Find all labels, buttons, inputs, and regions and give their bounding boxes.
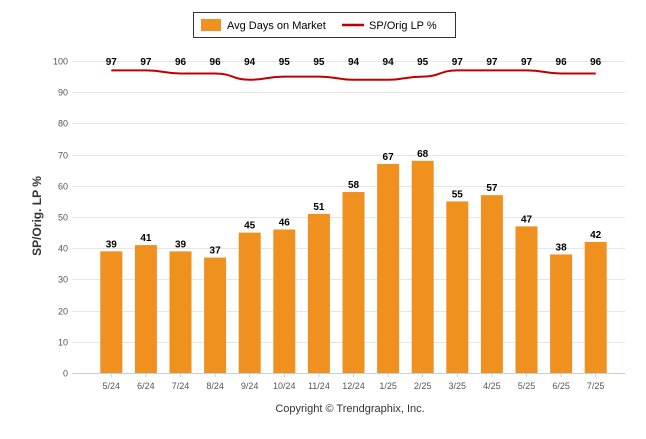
x-tick-label: 8/24 bbox=[206, 381, 224, 391]
y-tick-label: 70 bbox=[58, 151, 68, 161]
x-tick-label: 10/24 bbox=[273, 381, 296, 391]
x-tick-label: 11/24 bbox=[308, 381, 330, 391]
bar-data-label: 67 bbox=[383, 152, 395, 163]
line-path bbox=[111, 69, 596, 81]
line-data-label: 96 bbox=[175, 57, 187, 68]
x-tick-label: 6/24 bbox=[137, 381, 155, 391]
bar-data-label: 47 bbox=[521, 214, 533, 225]
line-data-label: 97 bbox=[486, 57, 498, 68]
bar-data-label: 39 bbox=[175, 239, 187, 250]
legend: Avg Days on Market SP/Orig LP % bbox=[193, 12, 456, 38]
y-tick-label: 100 bbox=[53, 57, 68, 67]
bar bbox=[134, 245, 157, 373]
bar-series bbox=[100, 160, 607, 373]
line-data-label: 95 bbox=[279, 57, 291, 68]
x-tick-label: 5/25 bbox=[518, 381, 536, 391]
y-tick-label: 30 bbox=[58, 275, 68, 285]
x-tick-label: 7/25 bbox=[587, 381, 605, 391]
x-tick-label: 5/24 bbox=[103, 381, 121, 391]
bar bbox=[342, 192, 365, 373]
line-data-label: 97 bbox=[106, 57, 118, 68]
bar bbox=[377, 163, 400, 373]
line-data-label: 94 bbox=[348, 57, 360, 68]
y-tick-label: 40 bbox=[58, 244, 68, 254]
line-data-label: 94 bbox=[383, 57, 395, 68]
x-tick-label: 1/25 bbox=[379, 381, 397, 391]
bar bbox=[550, 254, 573, 373]
line-data-label: 96 bbox=[556, 57, 568, 68]
bar bbox=[273, 229, 296, 373]
y-axis-ticks: 0 10 20 30 40 50 60 70 80 90 100 bbox=[53, 57, 68, 379]
x-tick-label: 4/25 bbox=[483, 381, 501, 391]
y-tick-label: 60 bbox=[58, 182, 68, 192]
line-data-label: 95 bbox=[313, 57, 325, 68]
bar-data-label: 42 bbox=[590, 230, 602, 241]
bar bbox=[238, 232, 261, 373]
bar-data-label: 68 bbox=[417, 149, 429, 160]
x-tick-label: 2/25 bbox=[414, 381, 432, 391]
bar-data-label: 58 bbox=[348, 180, 360, 191]
line-data-label: 97 bbox=[521, 57, 533, 68]
bar bbox=[411, 160, 434, 373]
bar-data-labels: 39 41 39 37 45 46 51 58 67 68 55 57 47 38 42 bbox=[106, 149, 602, 257]
x-tick-label: 12/24 bbox=[342, 381, 365, 391]
y-tick-label: 50 bbox=[58, 213, 68, 223]
bar-data-label: 41 bbox=[140, 233, 152, 244]
bar-data-label: 46 bbox=[279, 217, 291, 228]
bar bbox=[204, 257, 227, 373]
line-series bbox=[111, 69, 596, 81]
bar-data-label: 37 bbox=[210, 246, 222, 257]
bar-data-label: 51 bbox=[313, 202, 325, 213]
legend-swatch-bar bbox=[201, 19, 221, 31]
legend-label-line: SP/Orig LP % bbox=[369, 20, 437, 32]
legend-label-bar: Avg Days on Market bbox=[227, 20, 326, 32]
line-data-label: 96 bbox=[590, 57, 602, 68]
line-data-label: 94 bbox=[244, 57, 256, 68]
bar-data-label: 57 bbox=[486, 183, 498, 194]
line-data-label: 97 bbox=[452, 57, 464, 68]
bar-data-label: 39 bbox=[106, 239, 118, 250]
line-data-label: 97 bbox=[140, 57, 152, 68]
bar bbox=[446, 201, 469, 373]
bar bbox=[480, 195, 503, 373]
bar bbox=[515, 226, 538, 373]
copyright-text: Copyright © Trendgraphix, Inc. bbox=[275, 403, 424, 415]
line-data-label: 95 bbox=[417, 57, 429, 68]
line-data-labels: 97 97 96 96 94 95 95 94 94 95 97 97 97 96 96 bbox=[106, 57, 602, 68]
x-tick-label: 9/24 bbox=[241, 381, 259, 391]
bar-data-label: 38 bbox=[556, 242, 568, 253]
bar bbox=[100, 251, 123, 373]
bar bbox=[169, 251, 192, 373]
y-tick-label: 80 bbox=[58, 119, 68, 129]
line-data-label: 96 bbox=[210, 57, 222, 68]
bar-data-label: 45 bbox=[244, 221, 256, 232]
y-tick-label: 10 bbox=[58, 338, 68, 348]
y-tick-label: 0 bbox=[63, 369, 68, 379]
y-tick-label: 20 bbox=[58, 307, 68, 317]
bar bbox=[584, 241, 607, 373]
y-axis-title: SP/Orig. LP % bbox=[30, 176, 44, 256]
bar-data-label: 55 bbox=[452, 189, 464, 200]
y-tick-label: 90 bbox=[58, 88, 68, 98]
x-axis-ticks: 5/24 6/24 7/24 8/24 9/24 10/24 11/24 12/24 1/25 2… bbox=[103, 373, 605, 391]
legend-box bbox=[193, 12, 456, 38]
bar bbox=[307, 213, 330, 373]
x-tick-label: 3/25 bbox=[449, 381, 467, 391]
x-tick-label: 6/25 bbox=[552, 381, 570, 391]
x-tick-label: 7/24 bbox=[172, 381, 190, 391]
